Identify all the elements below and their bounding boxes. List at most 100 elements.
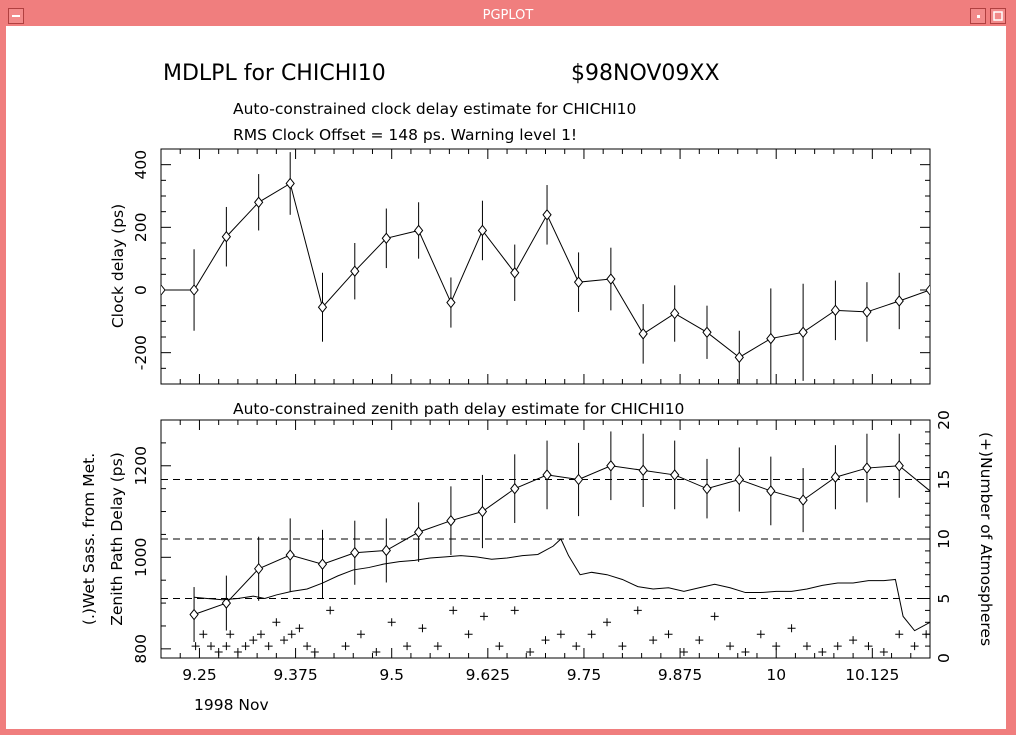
atmosphere-marker — [372, 648, 381, 657]
clock-point — [638, 328, 648, 340]
clock-point — [189, 284, 199, 296]
atmospheres-y-label: (+)Number of Atmospheres — [977, 432, 995, 646]
y-tick-label: 1000 — [132, 538, 150, 577]
minimize-icon — [977, 15, 980, 18]
atmosphere-marker — [833, 642, 842, 651]
zenith-point — [254, 562, 264, 575]
clock-chart: -200 0 200 400 — [132, 148, 931, 385]
clock-point — [413, 224, 424, 237]
atmosphere-marker — [403, 642, 412, 651]
date-label: 1998 Nov — [194, 696, 269, 714]
clock-point — [894, 295, 904, 307]
clock-point — [862, 306, 872, 318]
clock-point — [830, 304, 841, 317]
zenith-point — [573, 473, 584, 486]
window-menu-button[interactable] — [8, 8, 24, 24]
atmosphere-marker — [695, 636, 704, 645]
atmosphere-marker — [541, 636, 550, 645]
maximize-button[interactable] — [990, 8, 1006, 24]
zenith-point — [285, 549, 295, 561]
clock-line — [161, 182, 930, 358]
atmosphere-marker — [479, 612, 488, 621]
atmosphere-marker — [214, 648, 223, 657]
clock-point — [670, 307, 680, 320]
zenith-point — [381, 544, 391, 557]
atmosphere-marker — [726, 642, 735, 651]
experiment-code: $98NOV09XX — [571, 61, 720, 86]
x-tick-label: 9.5 — [379, 666, 404, 684]
y-tick-label: 1200 — [132, 446, 150, 485]
window-menu-icon — [12, 15, 20, 17]
zenith-point — [862, 462, 872, 474]
atmosphere-marker — [802, 642, 811, 651]
atmosphere-marker — [849, 636, 858, 645]
atmosphere-marker — [587, 630, 596, 639]
atmosphere-marker — [649, 636, 658, 645]
clock-point — [285, 177, 295, 190]
atmosphere-marker — [895, 630, 904, 639]
title-bar[interactable]: PGPLOT — [4, 4, 1012, 28]
atmosphere-marker — [326, 606, 335, 615]
atmosphere-marker — [879, 648, 888, 657]
y-tick-label: 800 — [132, 634, 150, 664]
window-title: PGPLOT — [482, 8, 534, 23]
atmosphere-marker — [233, 648, 242, 657]
x-tick-label: 9.75 — [567, 666, 602, 684]
y-tick-label: 200 — [132, 213, 150, 243]
atmosphere-marker — [556, 630, 565, 639]
atmosphere-marker — [280, 636, 289, 645]
clock-point — [925, 284, 930, 296]
atmosphere-marker — [526, 648, 535, 657]
main-title: MDLPL for CHICHI10 — [163, 61, 386, 86]
clock-series — [161, 152, 930, 384]
atmosphere-marker — [449, 606, 458, 615]
clock-point — [734, 351, 744, 364]
atmosphere-marker — [741, 648, 750, 657]
zenith-point — [221, 597, 232, 609]
minimize-button[interactable] — [970, 8, 986, 24]
atmosphere-marker — [679, 648, 688, 657]
zenith-point — [350, 546, 360, 559]
atmosphere-marker — [510, 606, 519, 615]
atmosphere-marker — [910, 642, 919, 651]
zenith-point — [477, 505, 488, 518]
x-tick-label: 10 — [766, 666, 786, 684]
zenith-line — [193, 465, 930, 615]
atmosphere-marker — [864, 642, 873, 651]
clock-point — [606, 273, 616, 285]
zenith-point — [894, 459, 904, 472]
zenith-point — [734, 473, 744, 486]
atmosphere-marker — [787, 624, 796, 633]
clock-point — [542, 208, 552, 221]
plot-canvas: MDLPL for CHICHI10 $98NOV09XX Auto-const… — [6, 26, 1006, 729]
zenith-subtitle: Auto-constrained zenith path delay estim… — [233, 400, 684, 418]
atmosphere-marker — [191, 642, 200, 651]
atmosphere-marker — [241, 642, 250, 651]
clock-plot-frame — [160, 148, 931, 385]
chart-svg: MDLPL for CHICHI10 $98NOV09XX Auto-const… — [80, 61, 995, 714]
x-tick-label: 9.875 — [658, 666, 702, 684]
clock-point — [317, 301, 328, 314]
zenith-point — [189, 608, 199, 621]
atmosphere-marker — [603, 618, 612, 627]
atmosphere-marker — [664, 630, 673, 639]
zenith-series — [189, 431, 930, 657]
clock-point — [766, 332, 776, 345]
atmosphere-marker — [433, 642, 442, 651]
clock-point — [573, 276, 584, 288]
y-right-tick-label: 15 — [935, 470, 953, 490]
atmosphere-marker — [495, 642, 504, 651]
zenith-point — [766, 485, 776, 497]
atmosphere-marker — [199, 630, 208, 639]
x-tick-label: 9.25 — [182, 666, 217, 684]
atmosphere-marker — [295, 624, 304, 633]
atmosphere-marker — [256, 630, 265, 639]
rms-warning: RMS Clock Offset = 148 ps. Warning level… — [233, 126, 577, 144]
atmosphere-marker — [206, 642, 215, 651]
atmosphere-marker — [387, 618, 396, 627]
atmosphere-marker — [418, 624, 427, 633]
y-tick-label: -200 — [132, 335, 150, 370]
atmosphere-marker — [341, 642, 350, 651]
zenith-point — [510, 482, 520, 495]
zenith-y-label: Zenith Path Delay (ps) — [108, 452, 126, 625]
